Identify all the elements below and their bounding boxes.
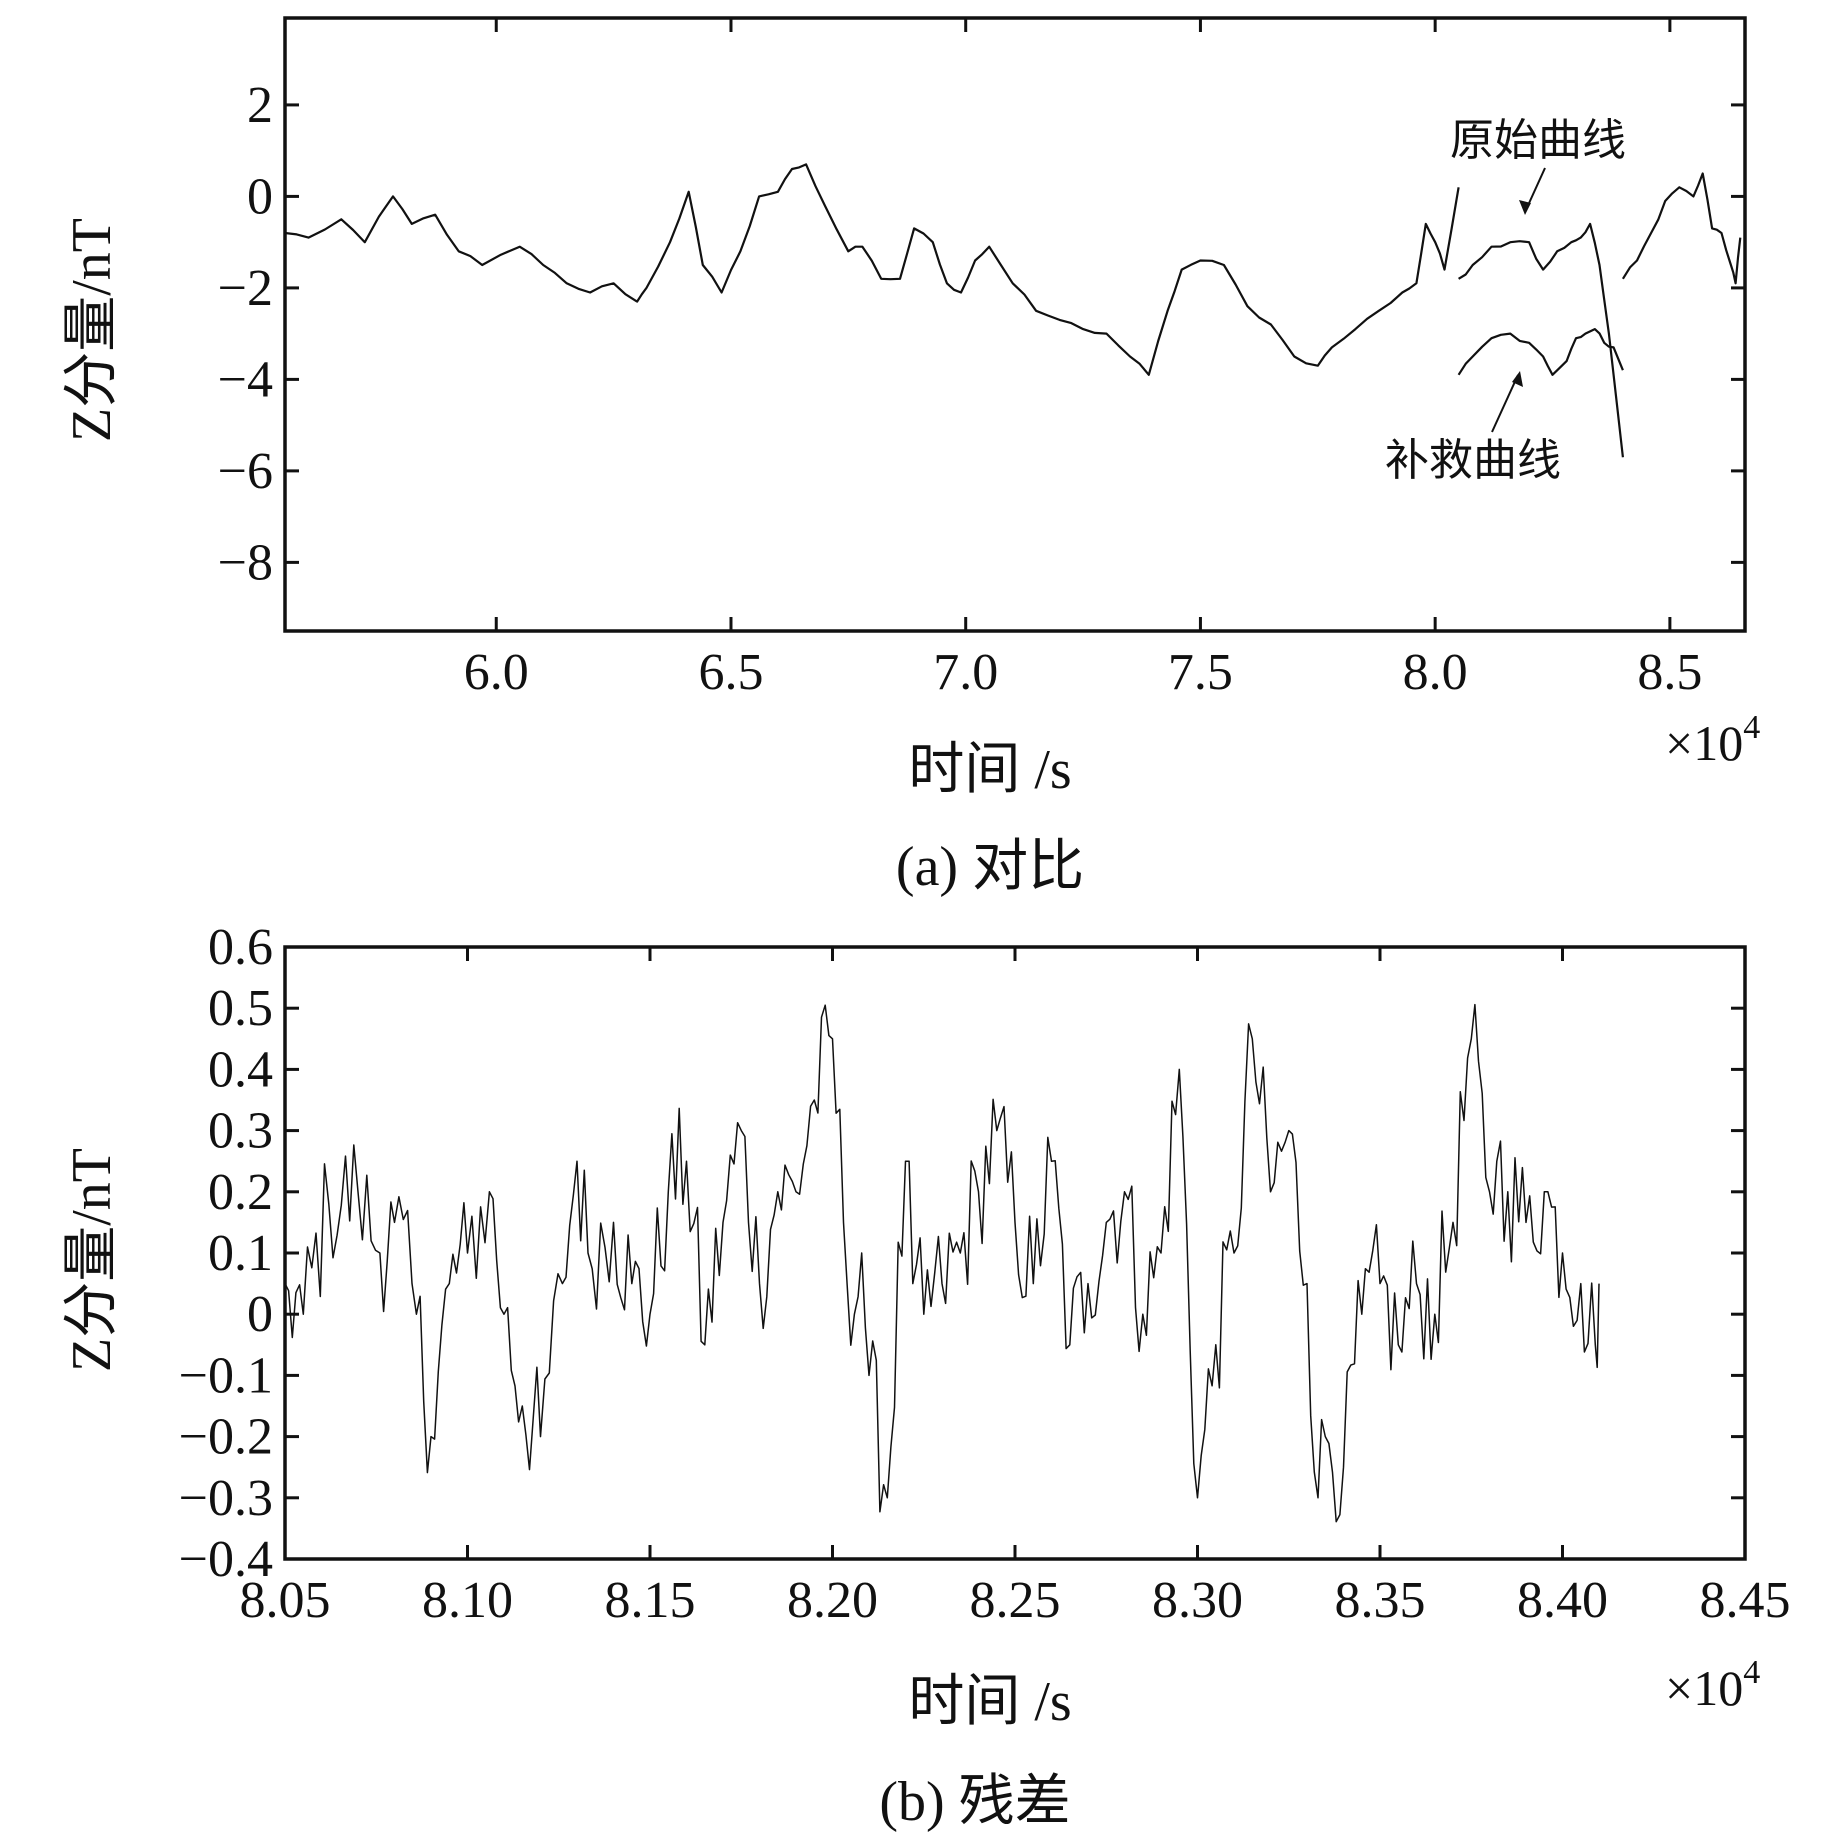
panel-b-frame [283,945,1747,1561]
y-tick-label: −4 [218,351,273,408]
panel-a-y-axis-title: Z分量/nT [61,218,123,442]
y-tick-label: 0.4 [208,1041,273,1098]
panel-a-frame [283,16,1747,633]
panel-b-caption: (b) 残差 [879,1771,1070,1833]
panel-b-x-tick-labels: 8.05 8.10 8.15 8.20 8.25 8.30 8.35 8.40 8.45 [240,1572,1791,1629]
x-tick-label: 7.5 [1168,644,1233,701]
x-tick-label: 8.25 [970,1572,1061,1629]
y-tick-label: −0.4 [179,1531,273,1588]
panel-a-x-multiplier-base: ×10 [1665,715,1743,771]
panel-a-x-multiplier: ×104 [1665,709,1760,771]
x-tick-label: 8.30 [1152,1572,1243,1629]
x-tick-label: 6.5 [698,644,763,701]
panel-a-y-tick-labels: 2 0 −2 −4 −6 −8 [218,77,273,591]
y-tick-label: −2 [218,260,273,317]
y-tick-label: 0.2 [208,1164,273,1221]
panel-b-y-axis-title: Z分量/nT [61,1148,123,1372]
x-tick-label: 7.0 [933,644,998,701]
series-line-a-0 [284,163,1460,376]
x-tick-label: 8.35 [1335,1572,1426,1629]
x-tick-label: 8.45 [1700,1572,1791,1629]
annotation-remedied-arrowhead [1512,371,1523,387]
panel-a-x-multiplier-exp: 4 [1743,709,1760,746]
y-tick-label: 2 [247,77,273,134]
y-tick-label: 0 [247,168,273,225]
panel-a-x-tick-labels: 6.0 6.5 7.0 7.5 8.0 8.5 [464,644,1703,701]
y-tick-label: 0.3 [208,1103,273,1160]
panel-b-x-axis-title: 时间 /s [908,1671,1071,1733]
panel-b-x-multiplier-exp: 4 [1743,1654,1760,1691]
series-line-a-1 [1458,222,1624,458]
series-line-a-2 [1457,328,1624,376]
panel-a-ticks [285,18,1745,631]
annotation-original-curve: 原始曲线 [1450,115,1626,166]
panel-b-ticks [283,945,1747,1561]
x-tick-label: 8.0 [1403,644,1468,701]
annotation-remedied-curve: 补救曲线 [1385,435,1561,486]
panel-b-series [284,1003,1600,1523]
panel-a-caption: (a) 对比 [896,836,1084,898]
y-tick-label: −0.2 [179,1409,273,1466]
y-tick-label: 0 [247,1286,273,1343]
panel-b-x-multiplier-base: ×10 [1665,1660,1743,1716]
panel-a-comparison: 6.0 6.5 7.0 7.5 8.0 8.5 2 0 −2 −4 −6 −8 时间 /s Z分量/… [61,16,1760,898]
panel-b-x-multiplier: ×104 [1665,1654,1760,1716]
x-tick-label: 8.15 [605,1572,696,1629]
y-tick-label: 0.1 [208,1225,273,1282]
x-tick-label: 6.0 [464,644,529,701]
series-line-a-3 [1621,172,1742,285]
panel-a-x-axis-title: 时间 /s [908,739,1071,801]
y-tick-label: −8 [218,534,273,591]
x-tick-label: 8.10 [422,1572,513,1629]
x-tick-label: 8.40 [1517,1572,1608,1629]
panel-b-residual: 8.05 8.10 8.15 8.20 8.25 8.30 8.35 8.40 8.45 0.6… [61,919,1791,1833]
annotation-remedied-arrow [1491,374,1519,433]
panel-a-series [284,163,1742,458]
y-tick-label: 0.5 [208,980,273,1037]
y-tick-label: 0.6 [208,919,273,976]
x-tick-label: 8.5 [1637,644,1702,701]
y-tick-label: −6 [218,443,273,500]
annotation-original-arrowhead [1519,200,1531,215]
x-tick-label: 8.20 [787,1572,878,1629]
y-tick-label: −0.3 [179,1470,273,1527]
x-tick-label: 8.05 [240,1572,331,1629]
panel-b-y-tick-labels: 0.60.50.40.30.20.10−0.1−0.2−0.3−0.4 [179,919,273,1588]
series-line-b-0 [284,1003,1600,1523]
y-tick-label: −0.1 [179,1347,273,1404]
